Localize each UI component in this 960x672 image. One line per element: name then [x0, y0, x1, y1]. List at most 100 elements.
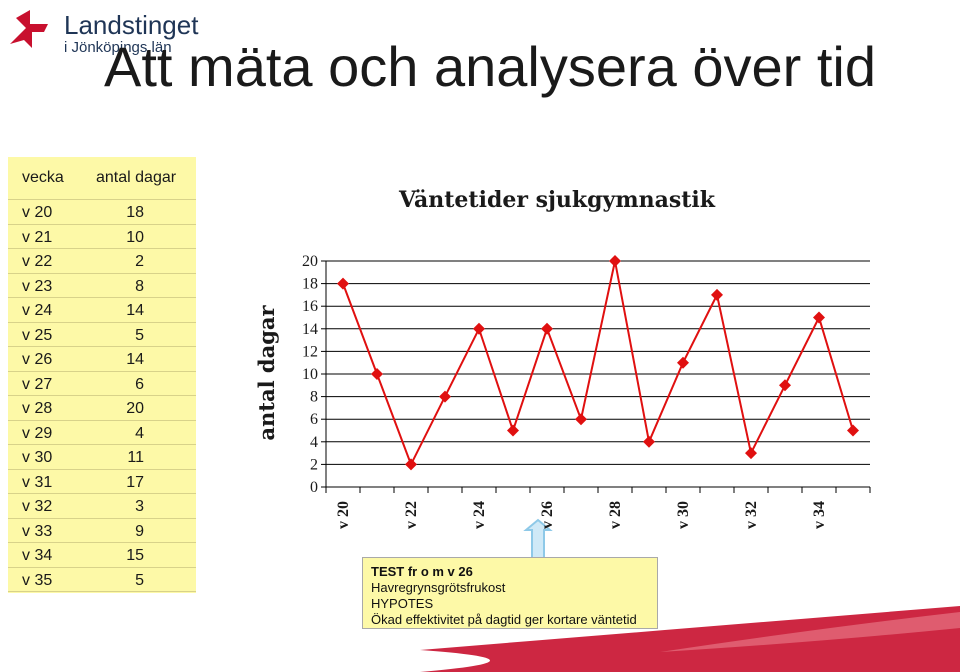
data-table: vecka antal dagar v 20 18 v 21 10 v 22 2 v 23 8… [8, 157, 196, 593]
logo-name: Landstinget [64, 10, 199, 40]
note-line-hypothesis: Ökad effektivitet på dagtid ger kortare … [371, 612, 637, 627]
callout-arrow [523, 518, 553, 561]
y-tick-label: 0 [310, 479, 318, 496]
table-row-divider [8, 370, 196, 372]
table-row: v 27 6 [8, 372, 196, 397]
x-tick-label: v 26 [539, 501, 556, 529]
table-row-divider [8, 297, 196, 298]
y-tick-label: 4 [310, 434, 318, 451]
table-row: v 32 3 [8, 494, 196, 519]
cell-week: v 29 [22, 424, 53, 442]
cell-week: v 24 [22, 302, 53, 319]
table-row-divider [8, 591, 196, 592]
table-row-divider [8, 321, 196, 323]
y-tick-label: 8 [310, 389, 318, 406]
data-point [813, 311, 825, 324]
cell-days: 6 [135, 375, 144, 393]
data-point [711, 288, 723, 301]
table-row-divider [8, 444, 196, 445]
table-row-divider [8, 419, 196, 421]
cell-week: v 20 [22, 204, 53, 221]
cell-week: v 30 [22, 449, 53, 466]
cell-days: 3 [135, 498, 144, 515]
cell-week: v 21 [22, 228, 53, 246]
data-point [847, 424, 859, 437]
cell-days: 14 [126, 351, 144, 368]
note-line-test: TEST fr o m v 26 [371, 564, 473, 579]
cell-week: v 33 [22, 522, 53, 540]
cell-days: 5 [135, 571, 144, 589]
data-point [609, 255, 621, 267]
table-row-divider [8, 272, 196, 274]
data-point [575, 413, 587, 426]
y-tick-label: 14 [302, 321, 318, 338]
table-row: v 30 11 [8, 445, 196, 470]
x-tick-label: v 24 [471, 501, 488, 529]
cell-days: 17 [126, 473, 144, 491]
y-tick-label: 18 [302, 276, 318, 293]
table-row: v 29 4 [8, 421, 196, 446]
x-tick-label: v 20 [335, 501, 352, 529]
chart-title: Väntetider sjukgymnastik [398, 187, 716, 213]
x-tick-label: v 34 [811, 501, 828, 529]
hypothesis-note: TEST fr o m v 26 Havregrynsgrötsfrukost … [362, 557, 658, 629]
table-row: v 31 17 [8, 470, 196, 495]
table-row: v 25 5 [8, 323, 196, 348]
cell-days: 14 [126, 302, 144, 319]
col-header-days: antal dagar [96, 169, 177, 186]
x-tick-label: v 30 [675, 501, 692, 529]
table-row-divider [8, 395, 196, 396]
cell-days: 11 [127, 449, 144, 466]
table-row-divider [8, 346, 196, 347]
cell-week: v 35 [22, 571, 53, 589]
table-row-divider [8, 517, 196, 519]
note-line-intervention: Havregrynsgrötsfrukost [371, 580, 506, 595]
series-line [342, 260, 854, 467]
cell-week: v 22 [22, 253, 53, 270]
col-header-week: vecka [22, 169, 64, 186]
cell-days: 10 [126, 228, 144, 246]
cell-days: 2 [135, 253, 144, 270]
data-point [371, 368, 383, 380]
table-divider [8, 199, 196, 200]
cell-days: 18 [126, 204, 144, 221]
table-header: vecka antal dagar [8, 157, 196, 199]
table-row: v 23 8 [8, 274, 196, 299]
table-row-divider [8, 566, 196, 568]
cell-days: 4 [135, 424, 144, 442]
x-tick-label: v 32 [743, 501, 760, 529]
cell-week: v 26 [22, 351, 53, 368]
table-row: v 21 10 [8, 225, 196, 250]
y-tick-label: 10 [302, 366, 318, 383]
cell-days: 9 [135, 522, 144, 540]
y-tick-label: 6 [310, 411, 318, 428]
page-title: Att mäta och analysera över tid [104, 35, 876, 98]
cell-week: v 27 [22, 375, 53, 393]
logo-mark-shape [10, 10, 48, 48]
table-row-divider [8, 223, 196, 225]
cell-week: v 34 [22, 547, 53, 564]
cell-week: v 32 [22, 498, 53, 515]
table-row-divider [8, 468, 196, 470]
y-tick-label: 12 [302, 343, 318, 360]
data-point [405, 458, 417, 471]
cell-days: 5 [135, 326, 144, 344]
table-row: v 34 15 [8, 543, 196, 568]
data-point [507, 424, 519, 437]
cell-days: 20 [126, 400, 144, 417]
x-tick-label: v 22 [403, 501, 420, 529]
logo-subtitle: i Jönköpings län [64, 39, 172, 56]
data-point [643, 435, 655, 448]
table-row: v 24 14 [8, 298, 196, 323]
table-row: v 28 20 [8, 396, 196, 421]
y-tick-label: 20 [302, 253, 318, 270]
data-point [779, 379, 791, 392]
cell-week: v 23 [22, 277, 53, 295]
landstinget-logo-mark [10, 10, 48, 48]
table-row-divider [8, 493, 196, 494]
table-row: v 33 9 [8, 519, 196, 544]
table-row-divider [8, 542, 196, 543]
data-point [745, 447, 757, 460]
cell-week: v 25 [22, 326, 53, 344]
table-row: v 20 18 [8, 200, 196, 225]
